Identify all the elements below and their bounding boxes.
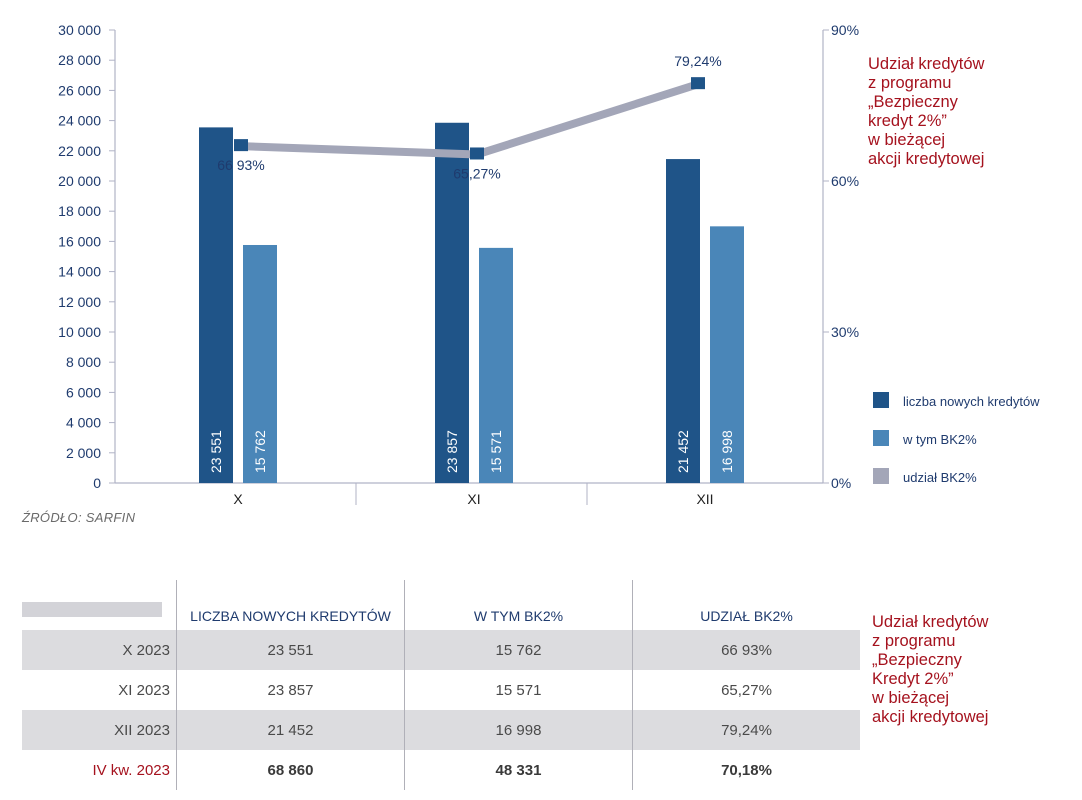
bar-data-label: 23 551: [208, 430, 224, 473]
cell-bk2: 15 762: [404, 630, 633, 670]
cell-bk2: 48 331: [404, 750, 633, 790]
line-series: [240, 80, 700, 159]
bar: [199, 127, 233, 484]
table-header-udzial: UDZIAŁ BK2%: [632, 580, 860, 630]
cell-liczba: 23 551: [176, 630, 405, 670]
y-tick-label: 4 000: [66, 415, 101, 431]
y-tick-label: 20 000: [58, 173, 101, 189]
row-label: IV kw. 2023: [92, 761, 170, 779]
row-label: X 2023: [22, 630, 177, 670]
cell-liczba: 68 860: [176, 750, 405, 790]
row-label: XI 2023: [118, 681, 170, 699]
source-note: ŹRÓDŁO: SARFIN: [22, 510, 136, 525]
x-tick-label: XI: [467, 491, 480, 507]
table-row-total: IV kw. 2023 68 860 48 331 70,18%: [22, 750, 860, 790]
legend-label: udział BK2%: [903, 470, 977, 485]
bar-data-label: 15 762: [252, 430, 268, 473]
y-tick-label: 0: [93, 475, 101, 491]
line-point: [691, 77, 705, 90]
x-tick-label: XII: [696, 491, 713, 507]
y-tick-label: 2 000: [66, 445, 101, 461]
cell-bk2: 16 998: [404, 710, 633, 750]
table-header-blank: [22, 580, 177, 630]
cell-udzial: 66 93%: [632, 630, 860, 670]
y-tick-label: 22 000: [58, 143, 101, 159]
chart: 30 000 28 000 26 000 24 000 22 000 20 000 18 0…: [58, 22, 1040, 507]
bar-data-label: 16 998: [719, 430, 735, 473]
table-row: XI 2023 23 857 15 571 65,27%: [22, 670, 860, 710]
y2-tick-label: 30%: [831, 324, 859, 340]
bar: [666, 159, 700, 483]
legend-swatch: [873, 468, 889, 484]
cell-bk2: 15 571: [404, 670, 633, 710]
y2-tick-label: 90%: [831, 22, 859, 38]
line-point: [234, 139, 248, 152]
bar-data-label: 21 452: [675, 430, 691, 473]
legend-swatch: [873, 392, 889, 408]
y-tick-label: 18 000: [58, 203, 101, 219]
y-tick-label: 16 000: [58, 233, 101, 249]
table-header-row: LICZBA NOWYCH KREDYTÓW W TYM BK2% UDZIAŁ…: [22, 580, 860, 630]
bar-data-label: 15 571: [488, 430, 504, 473]
bar: [435, 122, 469, 483]
y2-tick-label: 60%: [831, 173, 859, 189]
table-row: X 2023 23 551 15 762 66 93%: [22, 630, 860, 670]
table-row: XII 2023 21 452 16 998 79,24%: [22, 710, 860, 750]
bar: [243, 244, 277, 483]
y2-tick-label: 0%: [831, 475, 851, 491]
legend-label: liczba nowych kredytów: [903, 394, 1040, 409]
table-header-bk2: W TYM BK2%: [404, 580, 633, 630]
cell-liczba: 21 452: [176, 710, 405, 750]
cell-udzial: 70,18%: [632, 750, 860, 790]
bar-data-label: 23 857: [444, 430, 460, 473]
bar: [710, 226, 744, 483]
legend-label: w tym BK2%: [902, 432, 977, 447]
cell-udzial: 65,27%: [632, 670, 860, 710]
y-tick-label: 12 000: [58, 294, 101, 310]
line-point: [470, 147, 484, 160]
table-side-title: Udział kredytów z programu „Bezpieczny K…: [872, 613, 989, 726]
y-tick-label: 26 000: [58, 82, 101, 98]
line-data-label: 66 93%: [217, 157, 264, 173]
legend-swatch: [873, 430, 889, 446]
row-label: XII 2023: [22, 710, 177, 750]
y-tick-label: 24 000: [58, 113, 101, 129]
bar: [479, 247, 513, 483]
x-tick-label: X: [233, 491, 243, 507]
y-tick-label: 6 000: [66, 384, 101, 400]
y-tick-label: 10 000: [58, 324, 101, 340]
chart-side-title: Udział kredytów z programu „Bezpieczny k…: [868, 55, 985, 168]
line-data-label: 79,24%: [674, 53, 721, 69]
y-tick-label: 8 000: [66, 354, 101, 370]
cell-udzial: 79,24%: [632, 710, 860, 750]
y-tick-label: 28 000: [58, 52, 101, 68]
y-tick-label: 14 000: [58, 264, 101, 280]
cell-liczba: 23 857: [176, 670, 405, 710]
table-header-liczba: LICZBA NOWYCH KREDYTÓW: [176, 580, 405, 630]
line-data-label: 65,27%: [453, 165, 500, 181]
y-tick-label: 30 000: [58, 22, 101, 38]
data-table: LICZBA NOWYCH KREDYTÓW W TYM BK2% UDZIAŁ…: [22, 580, 860, 790]
